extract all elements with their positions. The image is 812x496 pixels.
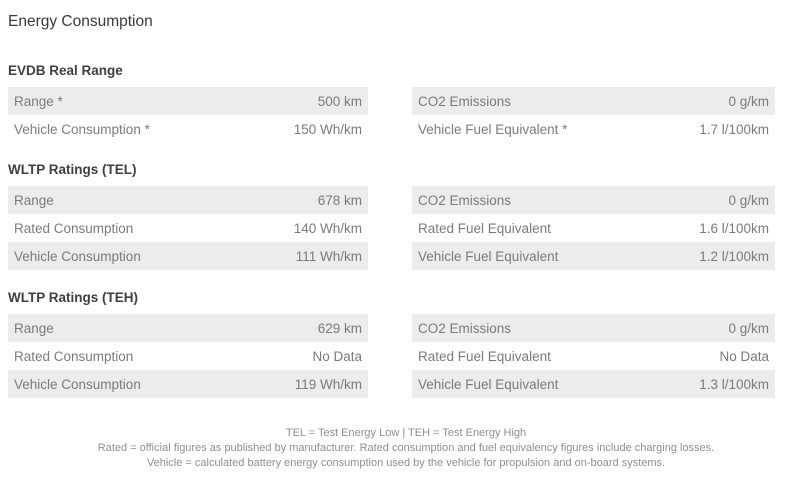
section-heading-tel: WLTP Ratings (TEL)	[8, 162, 137, 177]
spec-label: Vehicle Consumption *	[14, 121, 150, 137]
spec-value: 0 g/km	[728, 320, 769, 336]
table-row: Vehicle Consumption 111 Wh/km	[8, 242, 368, 270]
spec-value: No Data	[312, 348, 362, 364]
spec-label: Rated Consumption	[14, 220, 134, 236]
section-heading-evdb: EVDB Real Range	[8, 63, 123, 78]
spec-label: Vehicle Consumption	[14, 248, 141, 264]
spec-value: 0 g/km	[728, 93, 769, 109]
spec-label: CO2 Emissions	[418, 93, 512, 109]
table-row: Range 629 km	[8, 314, 368, 342]
table-row: Vehicle Consumption 119 Wh/km	[8, 370, 368, 398]
spec-value: 1.6 l/100km	[699, 220, 769, 236]
spec-value: 1.3 l/100km	[699, 376, 769, 392]
table-row: Vehicle Consumption * 150 Wh/km	[8, 115, 368, 143]
spec-label: Rated Consumption	[14, 348, 134, 364]
spec-column-left: Range 678 km Rated Consumption 140 Wh/km…	[8, 186, 368, 270]
table-row: Rated Consumption 140 Wh/km	[8, 214, 368, 242]
spec-value: 678 km	[317, 192, 362, 208]
spec-label: Range	[14, 320, 54, 336]
footnote-vehicle-definition: Vehicle = calculated battery energy cons…	[146, 457, 666, 469]
spec-grid: Range 629 km Rated Consumption No Data V…	[8, 314, 812, 398]
spec-grid: Range * 500 km Vehicle Consumption * 150…	[8, 87, 812, 143]
page-title: Energy Consumption	[8, 13, 153, 30]
spec-label: Vehicle Consumption	[14, 376, 141, 392]
table-row: CO2 Emissions 0 g/km	[412, 314, 775, 342]
spec-label: Range	[14, 192, 54, 208]
spec-value: 0 g/km	[728, 192, 769, 208]
table-row: CO2 Emissions 0 g/km	[412, 186, 775, 214]
spec-column-right: CO2 Emissions 0 g/km Vehicle Fuel Equiva…	[412, 87, 775, 143]
spec-value: 1.2 l/100km	[699, 248, 769, 264]
spec-value: 1.7 l/100km	[699, 121, 769, 137]
table-row: Vehicle Fuel Equivalent * 1.7 l/100km	[412, 115, 775, 143]
table-row: Vehicle Fuel Equivalent 1.3 l/100km	[412, 370, 775, 398]
spec-label: Range *	[14, 93, 63, 109]
table-row: Rated Fuel Equivalent No Data	[412, 342, 775, 370]
spec-label: Vehicle Fuel Equivalent	[418, 376, 559, 392]
spec-value: 150 Wh/km	[293, 121, 362, 137]
table-row: Vehicle Fuel Equivalent 1.2 l/100km	[412, 242, 775, 270]
spec-value: 629 km	[317, 320, 362, 336]
table-row: CO2 Emissions 0 g/km	[412, 87, 775, 115]
spec-value: 500 km	[317, 93, 362, 109]
spec-column-right: CO2 Emissions 0 g/km Rated Fuel Equivale…	[412, 314, 775, 398]
section-evdb-real-range: EVDB Real Range Range * 500 km Vehicle C…	[0, 63, 812, 143]
spec-column-right: CO2 Emissions 0 g/km Rated Fuel Equivale…	[412, 186, 775, 270]
spec-value: 140 Wh/km	[293, 220, 362, 236]
spec-value: 119 Wh/km	[294, 376, 362, 392]
spec-label: CO2 Emissions	[418, 192, 512, 208]
spec-column-left: Range * 500 km Vehicle Consumption * 150…	[8, 87, 368, 143]
section-wltp-teh: WLTP Ratings (TEH) Range 629 km Rated Co…	[0, 290, 812, 398]
spec-column-left: Range 629 km Rated Consumption No Data V…	[8, 314, 368, 398]
spec-label: Vehicle Fuel Equivalent *	[418, 121, 568, 137]
table-row: Range 678 km	[8, 186, 368, 214]
table-row: Rated Fuel Equivalent 1.6 l/100km	[412, 214, 775, 242]
section-heading-teh: WLTP Ratings (TEH)	[8, 290, 138, 305]
section-wltp-tel: WLTP Ratings (TEL) Range 678 km Rated Co…	[0, 162, 812, 270]
spec-grid: Range 678 km Rated Consumption 140 Wh/km…	[8, 186, 812, 270]
spec-label: CO2 Emissions	[418, 320, 512, 336]
spec-label: Vehicle Fuel Equivalent	[418, 248, 559, 264]
spec-value: 111 Wh/km	[295, 248, 362, 264]
footnote-rated-definition: Rated = official figures as published by…	[97, 442, 715, 454]
table-row: Rated Consumption No Data	[8, 342, 368, 370]
spec-label: Rated Fuel Equivalent	[418, 220, 551, 236]
table-row: Range * 500 km	[8, 87, 368, 115]
footnotes: TEL = Test Energy Low | TEH = Test Energ…	[0, 426, 812, 471]
spec-value: No Data	[719, 348, 769, 364]
footnote-abbreviations: TEL = Test Energy Low | TEH = Test Energ…	[285, 427, 527, 439]
spec-label: Rated Fuel Equivalent	[418, 348, 551, 364]
